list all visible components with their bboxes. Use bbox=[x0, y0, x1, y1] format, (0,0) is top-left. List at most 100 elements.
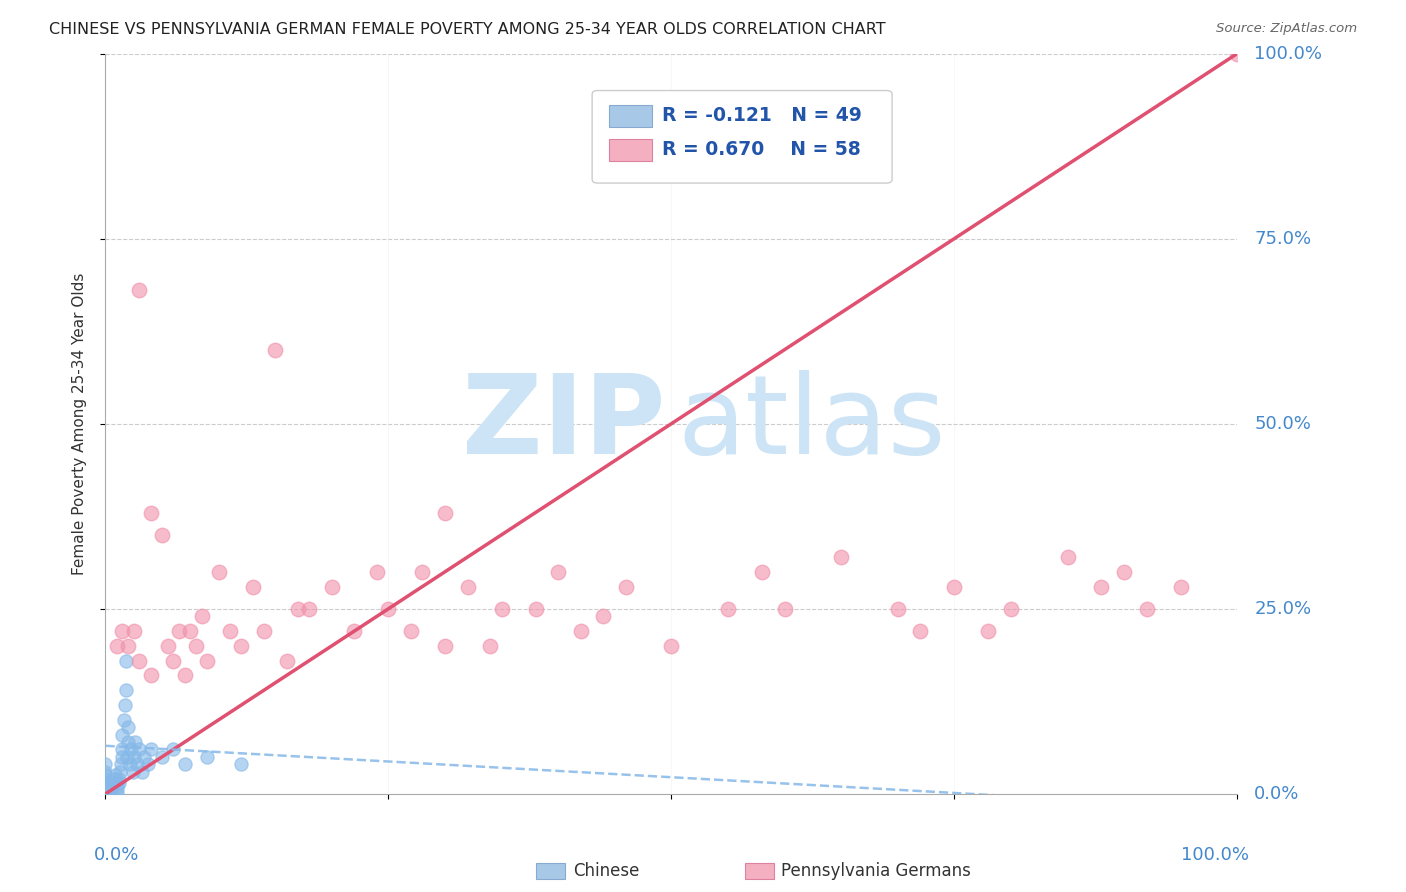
Point bbox=[208, 565, 231, 579]
Point bbox=[112, 713, 135, 727]
Text: 100.0%: 100.0% bbox=[1254, 45, 1322, 62]
Point bbox=[830, 549, 852, 564]
Point bbox=[1090, 580, 1112, 594]
Point bbox=[94, 768, 117, 782]
Point bbox=[103, 776, 125, 790]
FancyBboxPatch shape bbox=[609, 138, 652, 161]
Point bbox=[343, 624, 366, 638]
Point bbox=[132, 749, 155, 764]
Point bbox=[276, 654, 298, 668]
Point bbox=[105, 780, 128, 794]
Y-axis label: Female Poverty Among 25-34 Year Olds: Female Poverty Among 25-34 Year Olds bbox=[72, 273, 87, 574]
Point bbox=[124, 735, 146, 749]
Point bbox=[103, 772, 125, 786]
Point bbox=[111, 749, 134, 764]
Point bbox=[943, 580, 966, 594]
Point bbox=[411, 565, 433, 579]
Point bbox=[138, 757, 160, 772]
Point bbox=[105, 639, 128, 653]
Point bbox=[156, 639, 179, 653]
Point bbox=[94, 780, 117, 794]
Point bbox=[377, 602, 399, 616]
Point bbox=[661, 639, 683, 653]
Point bbox=[614, 580, 637, 594]
Point bbox=[1000, 602, 1022, 616]
Point bbox=[94, 757, 117, 772]
Point bbox=[120, 757, 142, 772]
Point bbox=[190, 609, 212, 624]
Point bbox=[162, 654, 184, 668]
Point bbox=[94, 776, 117, 790]
Point bbox=[298, 602, 321, 616]
Point bbox=[1170, 580, 1192, 594]
Point bbox=[105, 787, 128, 801]
Point bbox=[108, 764, 131, 779]
Point bbox=[121, 764, 143, 779]
Text: Source: ZipAtlas.com: Source: ZipAtlas.com bbox=[1216, 22, 1357, 36]
Point bbox=[128, 654, 150, 668]
Point bbox=[122, 749, 145, 764]
Point bbox=[100, 780, 122, 794]
Point bbox=[1226, 46, 1249, 61]
Point bbox=[111, 728, 134, 742]
Point bbox=[179, 624, 201, 638]
Point bbox=[491, 602, 513, 616]
Point bbox=[547, 565, 569, 579]
Point bbox=[184, 639, 207, 653]
Point bbox=[139, 506, 162, 520]
Point bbox=[94, 772, 117, 786]
Point bbox=[117, 720, 139, 734]
Point bbox=[977, 624, 1000, 638]
Point bbox=[195, 749, 218, 764]
Point bbox=[150, 528, 173, 542]
Point bbox=[910, 624, 932, 638]
Point bbox=[321, 580, 343, 594]
Text: R = 0.670    N = 58: R = 0.670 N = 58 bbox=[662, 140, 860, 160]
Text: 25.0%: 25.0% bbox=[1254, 599, 1312, 618]
Point bbox=[173, 757, 195, 772]
Point bbox=[108, 772, 131, 786]
Point bbox=[592, 609, 614, 624]
Point bbox=[150, 749, 173, 764]
Point bbox=[122, 624, 145, 638]
Point bbox=[139, 668, 162, 682]
Point bbox=[139, 742, 162, 756]
Text: CHINESE VS PENNSYLVANIA GERMAN FEMALE POVERTY AMONG 25-34 YEAR OLDS CORRELATION : CHINESE VS PENNSYLVANIA GERMAN FEMALE PO… bbox=[49, 22, 886, 37]
Point bbox=[94, 787, 117, 801]
Point bbox=[121, 742, 143, 756]
Text: ZIP: ZIP bbox=[463, 370, 665, 477]
Point bbox=[117, 735, 139, 749]
Text: Chinese: Chinese bbox=[572, 862, 640, 880]
Point bbox=[111, 624, 134, 638]
Point bbox=[433, 506, 456, 520]
Point bbox=[173, 668, 195, 682]
Point bbox=[115, 749, 138, 764]
FancyBboxPatch shape bbox=[609, 104, 652, 127]
Text: R = -0.121   N = 49: R = -0.121 N = 49 bbox=[662, 106, 862, 125]
Point bbox=[105, 783, 128, 797]
Point bbox=[195, 654, 218, 668]
Point bbox=[110, 757, 132, 772]
Point bbox=[751, 565, 773, 579]
Point bbox=[717, 602, 740, 616]
Point bbox=[366, 565, 388, 579]
Point bbox=[1136, 602, 1159, 616]
Point bbox=[117, 639, 139, 653]
Text: 50.0%: 50.0% bbox=[1254, 415, 1312, 433]
Text: 75.0%: 75.0% bbox=[1254, 229, 1312, 248]
Point bbox=[114, 698, 136, 712]
Point bbox=[231, 639, 253, 653]
Point bbox=[131, 764, 153, 779]
Text: 0.0%: 0.0% bbox=[1254, 785, 1299, 803]
FancyBboxPatch shape bbox=[536, 863, 565, 879]
Point bbox=[127, 757, 149, 772]
Point bbox=[128, 284, 150, 298]
Point bbox=[399, 624, 422, 638]
Point bbox=[887, 602, 910, 616]
Point bbox=[433, 639, 456, 653]
Point bbox=[773, 602, 796, 616]
Point bbox=[100, 783, 122, 797]
Point bbox=[114, 683, 136, 698]
Point bbox=[94, 787, 117, 801]
Text: 0.0%: 0.0% bbox=[94, 846, 139, 863]
